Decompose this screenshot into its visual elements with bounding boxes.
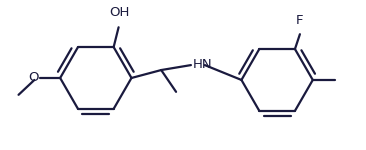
Text: F: F: [296, 14, 304, 27]
Text: OH: OH: [109, 6, 130, 19]
Text: O: O: [28, 71, 38, 84]
Text: HN: HN: [193, 58, 213, 71]
